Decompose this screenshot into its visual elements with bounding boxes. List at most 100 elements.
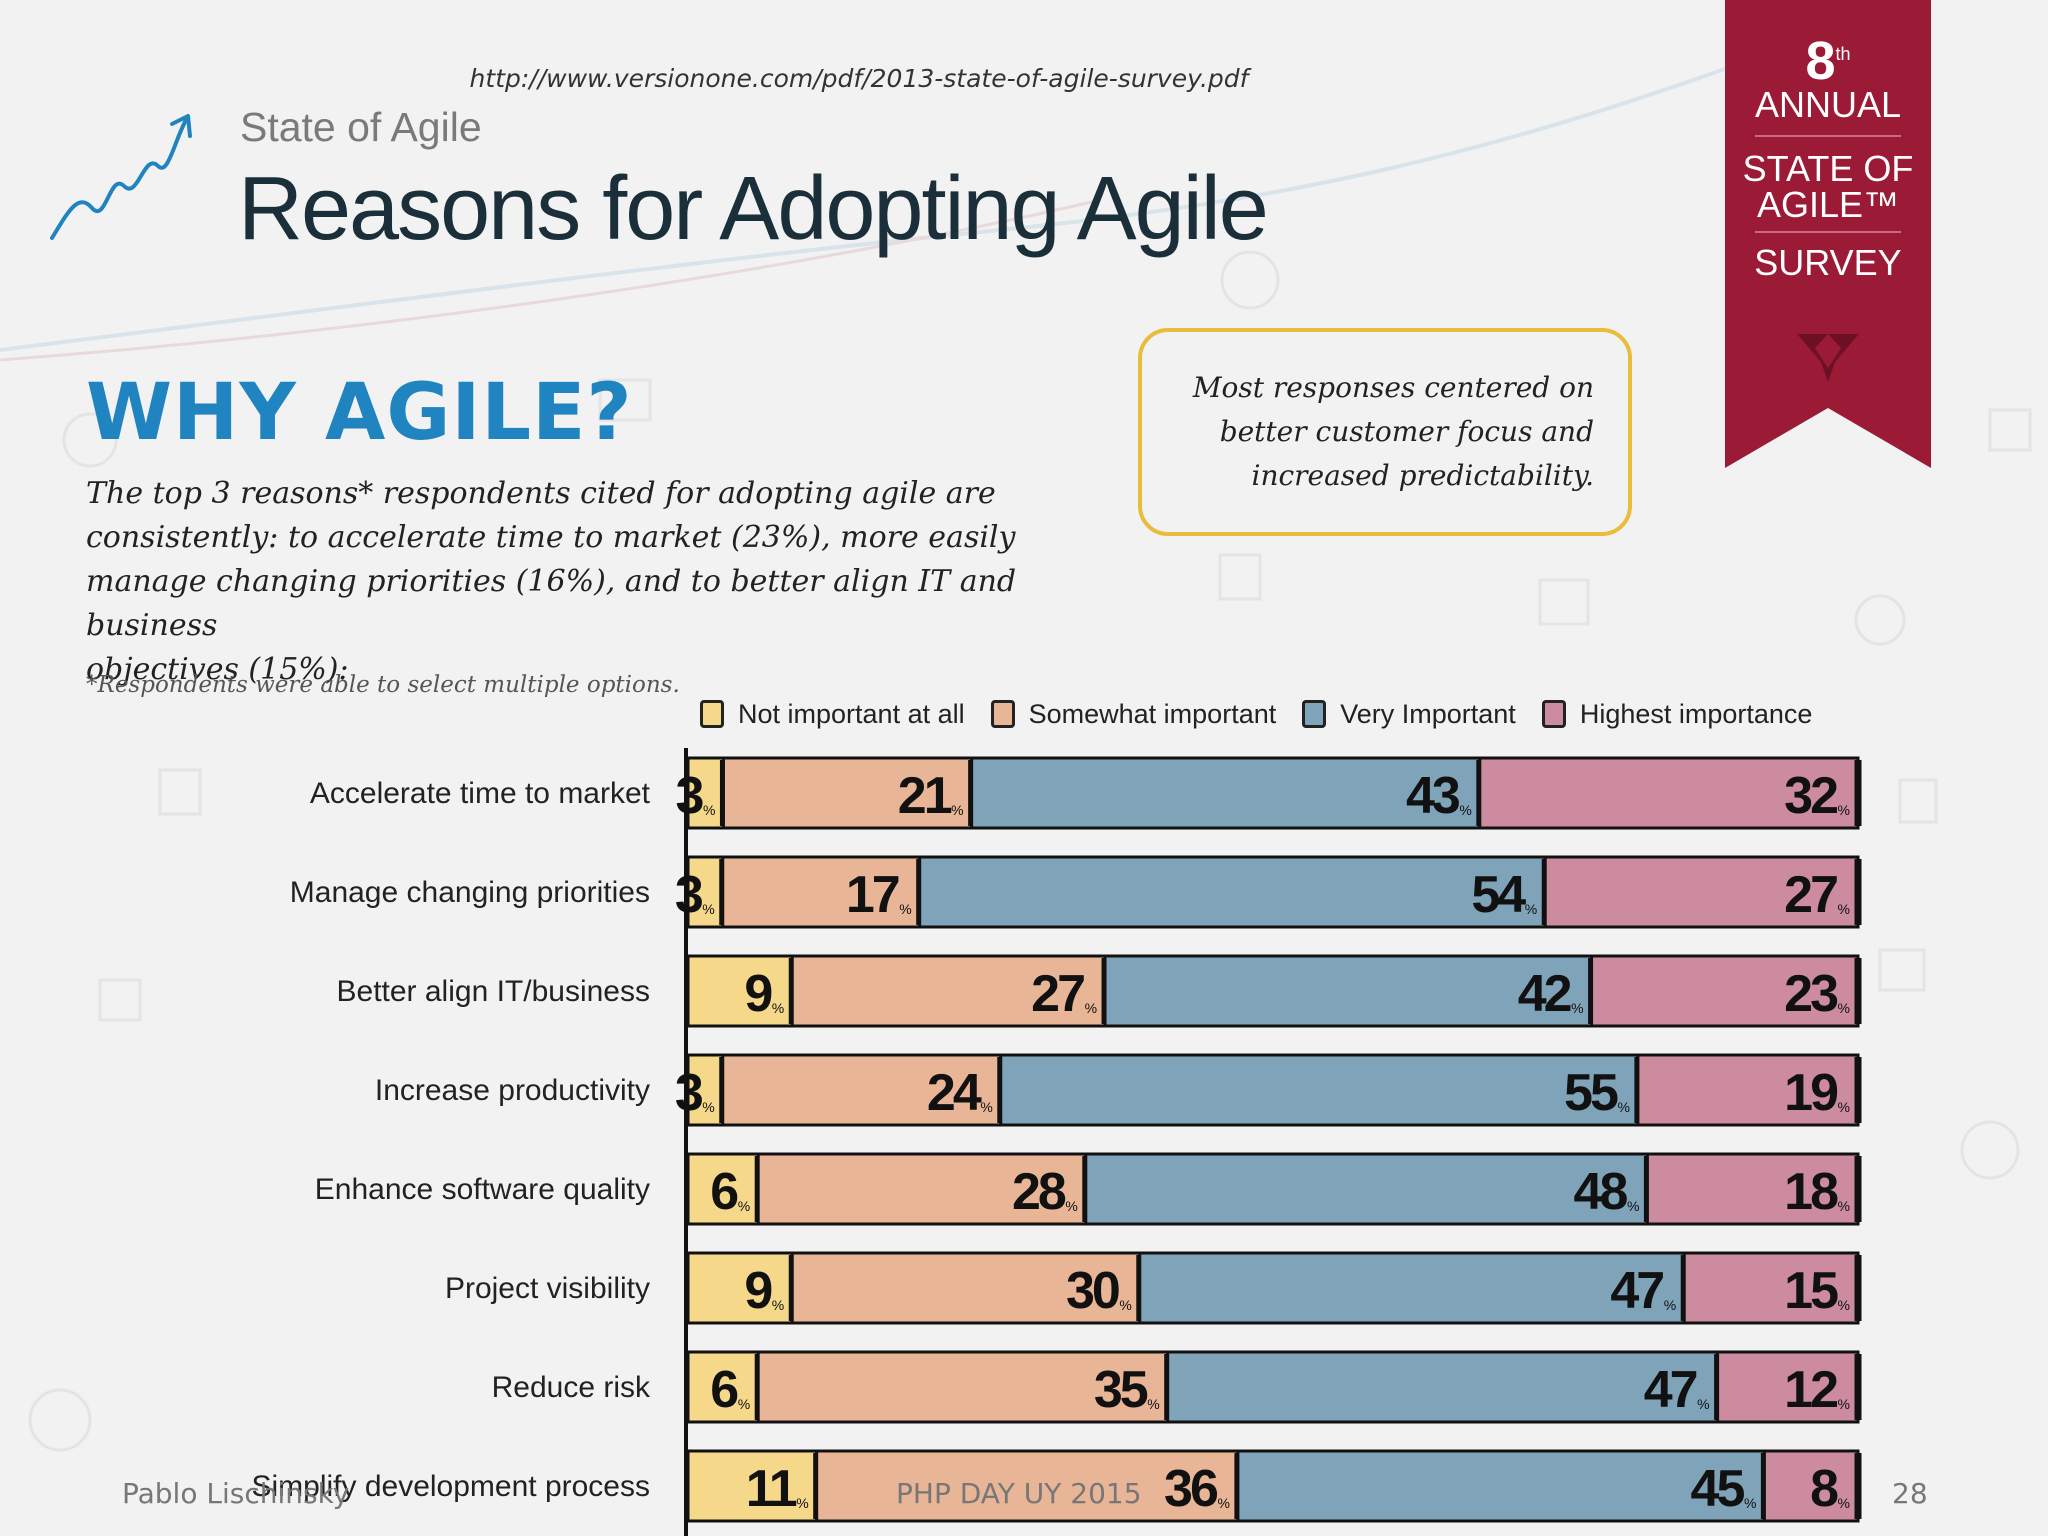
bar-segment [1762,1449,1860,1523]
legend-label: Very Important [1340,698,1516,729]
percent-sign: % [1838,1099,1850,1115]
data-label: 3 [676,767,704,825]
footer-author: Pablo Lischinsky [122,1477,350,1510]
bar-segment [970,756,1482,830]
intro-paragraph: The top 3 reasons* respondents cited for… [86,472,1096,692]
intro-line: objectives (15%): [86,652,349,687]
legend-item-not-important: Not important at all [700,699,965,730]
data-label: 9 [744,965,771,1023]
bar-segment [1236,1449,1766,1523]
percent-sign: % [702,1099,714,1115]
callout-box: Most responses centered on better custom… [1138,328,1632,536]
bar-segment [756,1152,1088,1226]
bar-segment [686,1449,819,1523]
bar-segment [721,855,922,929]
bar-segment [790,954,1107,1028]
bar-segment [918,855,1547,929]
data-label: 47 [1644,1361,1697,1419]
legend-swatch [990,700,1015,728]
data-label: 9 [744,1262,771,1320]
legend-swatch [1302,700,1327,728]
percent-sign: % [1664,1297,1676,1313]
bar-segment [1138,1251,1686,1325]
trend-arrow-icon [50,114,192,240]
bar-segment [1645,1152,1860,1226]
percent-sign: % [1838,802,1850,818]
data-label: 6 [710,1361,738,1419]
bar-segment [999,1053,1640,1127]
data-label: 23 [1784,965,1838,1023]
bar-segment [815,1449,1240,1523]
bar-segment [1166,1350,1720,1424]
data-label: 54 [1471,866,1526,924]
legend-label: Somewhat important [1028,698,1277,729]
data-label: 3 [675,866,703,924]
category-label: Better align IT/business [337,975,651,1008]
legend-item-highest: Highest importance [1541,699,1812,730]
data-label: 45 [1691,1460,1745,1518]
bar-segment [686,1350,760,1424]
percent-sign: % [1119,1297,1131,1313]
percent-sign: % [1065,1198,1077,1214]
bar-segment [686,1152,760,1226]
legend-item-very: Very Important [1302,699,1516,730]
legend-swatch [700,700,724,728]
ribbon-number: 8 [1805,31,1836,91]
bar-segment [1103,954,1594,1028]
percent-sign: % [772,1000,784,1016]
percent-sign: % [1217,1495,1229,1511]
legend-label: Not important at all [738,698,965,729]
percent-sign: % [1838,1396,1850,1412]
data-label: 21 [898,767,952,825]
bar-segment [1478,756,1860,830]
footer-page-number: 28 [1892,1477,1928,1510]
percent-sign: % [1838,1495,1850,1511]
data-label: 15 [1784,1262,1838,1320]
percent-sign: % [1838,1000,1850,1016]
page-title: Reasons for Adopting Agile [238,159,1269,259]
data-label: 17 [846,866,899,924]
percent-sign: % [1627,1198,1639,1214]
percent-sign: % [980,1099,992,1115]
bar-segment [721,756,974,830]
data-label: 12 [1784,1361,1837,1419]
data-label: 24 [927,1064,982,1122]
data-label: 11 [746,1460,797,1518]
category-label: Enhance software quality [315,1173,650,1206]
data-label: 48 [1574,1163,1628,1221]
data-label: 35 [1094,1361,1148,1419]
bar-segment [686,855,725,929]
bar-segment [1543,855,1860,929]
footer-event: PHP DAY UY 2015 [896,1477,1142,1510]
data-label: 19 [1784,1064,1837,1122]
bar-segment [686,756,725,830]
percent-sign: % [899,901,911,917]
percent-sign: % [738,1396,750,1412]
percent-sign: % [1838,1198,1850,1214]
ribbon-agile: AGILE™ [1756,184,1900,225]
data-label: 6 [710,1163,738,1221]
percent-sign: % [1459,802,1471,818]
category-label: Manage changing priorities [290,876,650,909]
percent-sign: % [772,1297,784,1313]
bar-segment [756,1350,1170,1424]
bar-segment [1682,1251,1860,1325]
percent-sign: % [702,901,714,917]
ribbon-state-of: STATE OF [1742,148,1914,189]
data-label: 47 [1610,1262,1663,1320]
percent-sign: % [1617,1099,1629,1115]
data-label: 42 [1518,965,1571,1023]
category-label: Simplify development process [251,1470,650,1503]
data-label: 18 [1784,1163,1838,1221]
bar-segment [1636,1053,1860,1127]
percent-sign: % [1147,1396,1159,1412]
source-url[interactable]: http://www.versionone.com/pdf/2013-state… [469,64,1249,93]
ribbon-superscript: th [1835,44,1851,64]
callout-line: Most responses centered on [1192,371,1594,404]
bar-segment [1716,1350,1860,1424]
percent-sign: % [1525,901,1537,917]
bar-segment [1590,954,1860,1028]
percent-sign: % [1085,1000,1097,1016]
